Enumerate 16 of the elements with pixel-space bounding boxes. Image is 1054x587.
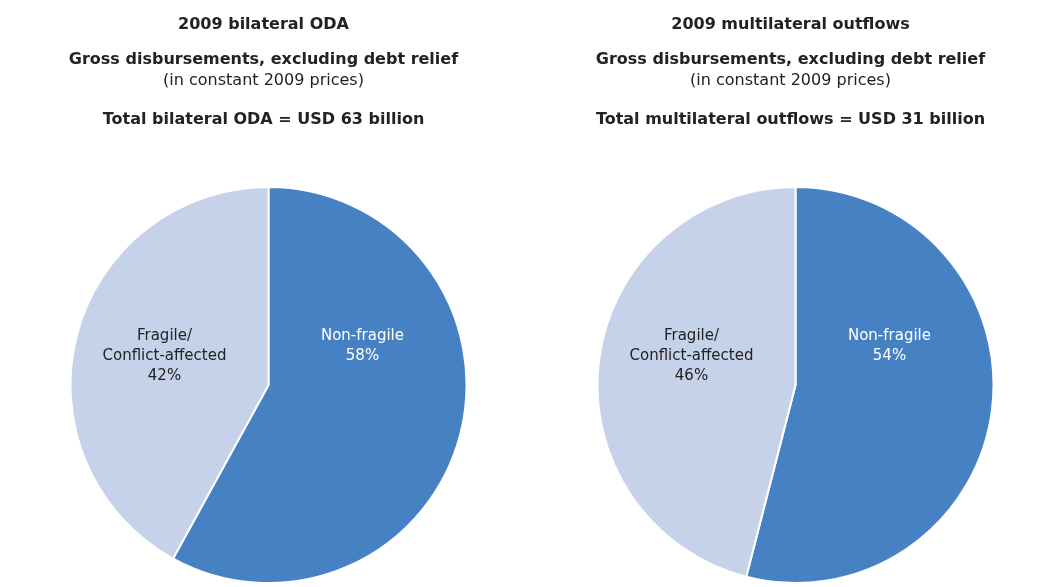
text: (in constant 2009 prices): [689, 70, 892, 89]
chart-subtitle: Gross disbursements, excluding debt relief: [67, 49, 460, 68]
slice-label: Fragile/ Conflict-affected: [102, 326, 227, 365]
slice-label: Non-fragile: [847, 326, 932, 345]
slice-label: Fragile/ Conflict-affected: [629, 326, 754, 365]
data-label: 42%: [147, 366, 182, 385]
chart-title: 2009 multilateral outflows: [670, 14, 911, 33]
chart-title: 2009 bilateral ODA: [177, 14, 350, 33]
chart-subtitle: Gross disbursements, excluding debt relief: [594, 49, 987, 68]
text: Total bilateral ODA = USD 63 billion: [101, 109, 426, 128]
data-label: 54%: [872, 346, 907, 365]
data-label: 46%: [674, 366, 709, 385]
slice-label: Non-fragile: [320, 326, 405, 345]
text: Total multilateral outflows = USD 31 billion: [594, 109, 987, 128]
text: (in constant 2009 prices): [162, 70, 365, 89]
data-label: 58%: [345, 346, 380, 365]
